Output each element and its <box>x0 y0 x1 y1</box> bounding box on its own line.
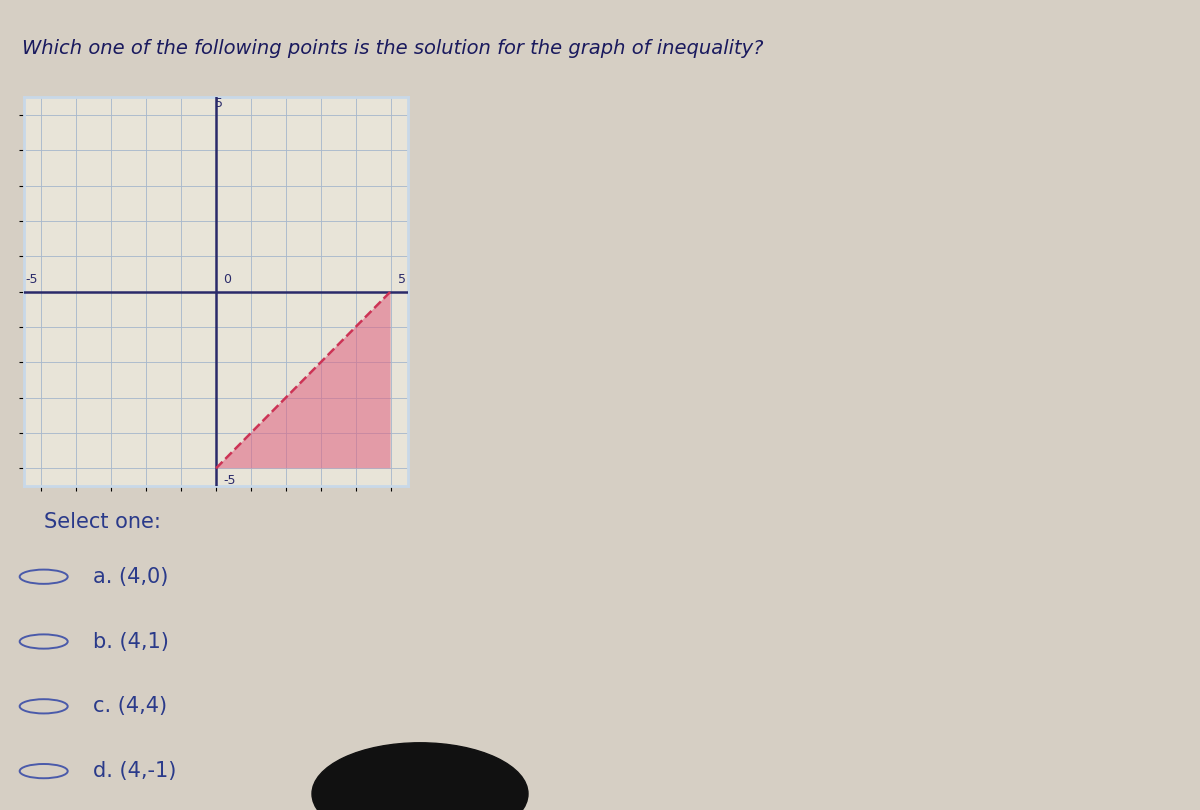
Text: Select one:: Select one: <box>43 512 161 532</box>
Text: 5: 5 <box>216 96 223 109</box>
Circle shape <box>312 743 528 810</box>
Text: a. (4,0): a. (4,0) <box>92 567 168 586</box>
Text: 0: 0 <box>223 273 230 286</box>
Text: 5: 5 <box>397 273 406 286</box>
Text: Which one of the following points is the solution for the graph of inequality?: Which one of the following points is the… <box>22 39 763 58</box>
Text: -5: -5 <box>223 474 235 487</box>
Polygon shape <box>216 292 390 468</box>
Text: c. (4,4): c. (4,4) <box>92 697 167 716</box>
Text: b. (4,1): b. (4,1) <box>92 632 169 651</box>
Text: d. (4,-1): d. (4,-1) <box>92 761 176 781</box>
Text: -5: -5 <box>25 273 38 286</box>
